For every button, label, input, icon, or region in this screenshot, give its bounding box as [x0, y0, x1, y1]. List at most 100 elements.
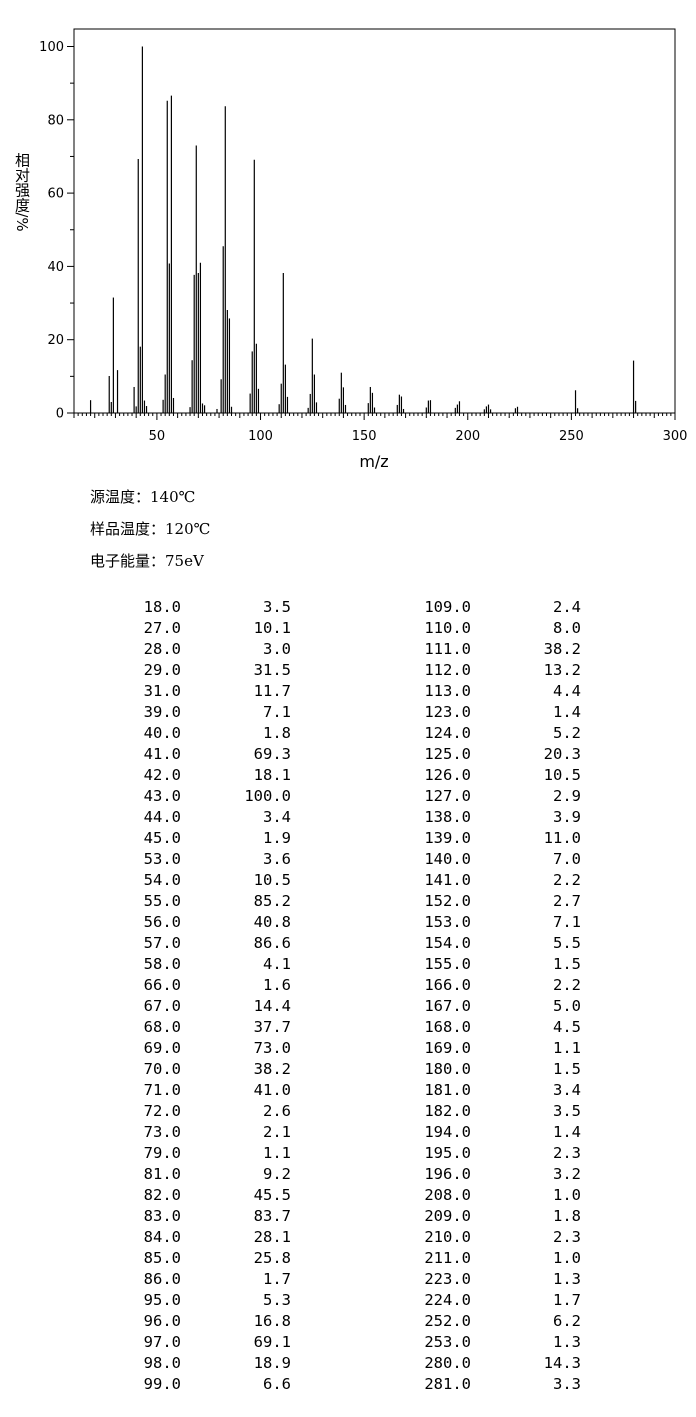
peak-intensity: 73.0 — [253, 1039, 291, 1057]
peak-mz: 280.0 — [424, 1354, 471, 1372]
peak-intensity: 3.5 — [263, 598, 291, 616]
peak-mz: 40.0 — [143, 724, 181, 742]
peak-intensity: 5.3 — [263, 1291, 291, 1309]
peak-intensity: 45.5 — [253, 1186, 291, 1204]
peak-mz: 95.0 — [143, 1291, 181, 1309]
peak-intensity: 10.5 — [543, 766, 581, 784]
peak-intensity: 83.7 — [253, 1207, 291, 1225]
spectrum-bars — [89, 46, 637, 413]
peak-row: 97.0 69.1 — [91, 1332, 291, 1353]
peak-intensity: 69.1 — [253, 1333, 291, 1351]
peak-mz: 29.0 — [143, 661, 181, 679]
peak-intensity: 2.6 — [263, 1102, 291, 1120]
peak-row: 85.0 25.8 — [91, 1248, 291, 1269]
peak-row: 153.0 7.1 — [381, 912, 581, 933]
peak-intensity: 1.7 — [553, 1291, 581, 1309]
peak-row: 71.0 41.0 — [91, 1080, 291, 1101]
peak-mz: 55.0 — [143, 892, 181, 910]
peak-row: 68.0 37.7 — [91, 1017, 291, 1038]
peak-mz: 113.0 — [424, 682, 471, 700]
peak-mz: 166.0 — [424, 976, 471, 994]
peak-row: 73.0 2.1 — [91, 1122, 291, 1143]
y-tick-label: 0 — [56, 407, 64, 422]
peak-intensity: 5.5 — [553, 934, 581, 952]
peak-mz: 54.0 — [143, 871, 181, 889]
peak-row: 111.0 38.2 — [381, 639, 581, 660]
peak-mz: 45.0 — [143, 829, 181, 847]
peak-intensity: 3.4 — [263, 808, 291, 826]
peak-intensity: 4.5 — [553, 1018, 581, 1036]
peak-mz: 82.0 — [143, 1186, 181, 1204]
peak-intensity: 3.2 — [553, 1165, 581, 1183]
peak-row: 53.0 3.6 — [91, 849, 291, 870]
peak-row: 66.0 1.6 — [91, 975, 291, 996]
peak-mz: 124.0 — [424, 724, 471, 742]
peak-mz: 208.0 — [424, 1186, 471, 1204]
y-axis-label: 相对强度/% — [13, 152, 31, 231]
peak-row: 141.0 2.2 — [381, 870, 581, 891]
peak-intensity: 6.2 — [553, 1312, 581, 1330]
peak-row: 67.0 14.4 — [91, 996, 291, 1017]
peak-row: 112.0 13.2 — [381, 660, 581, 681]
peak-mz: 112.0 — [424, 661, 471, 679]
peak-mz: 83.0 — [143, 1207, 181, 1225]
peak-intensity: 7.1 — [553, 913, 581, 931]
peak-mz: 41.0 — [143, 745, 181, 763]
peak-mz: 281.0 — [424, 1375, 471, 1393]
peak-row: 72.0 2.6 — [91, 1101, 291, 1122]
peak-row: 168.0 4.5 — [381, 1017, 581, 1038]
peak-intensity: 2.3 — [553, 1144, 581, 1162]
peak-mz: 66.0 — [143, 976, 181, 994]
peak-mz: 56.0 — [143, 913, 181, 931]
peak-mz: 98.0 — [143, 1354, 181, 1372]
peak-intensity: 16.8 — [253, 1312, 291, 1330]
peak-intensity: 1.0 — [553, 1249, 581, 1267]
peak-mz: 39.0 — [143, 703, 181, 721]
peak-mz: 182.0 — [424, 1102, 471, 1120]
peak-mz: 31.0 — [143, 682, 181, 700]
x-tick-label: 300 — [663, 429, 688, 444]
peak-mz: 210.0 — [424, 1228, 471, 1246]
peak-intensity: 2.9 — [553, 787, 581, 805]
x-axis-label: m/z — [359, 452, 388, 471]
peak-intensity: 1.1 — [553, 1039, 581, 1057]
peak-mz: 211.0 — [424, 1249, 471, 1267]
x-tick-label: 50 — [149, 429, 166, 444]
peak-mz: 196.0 — [424, 1165, 471, 1183]
peak-intensity: 3.4 — [553, 1081, 581, 1099]
peak-intensity: 1.8 — [553, 1207, 581, 1225]
peak-intensity: 1.6 — [263, 976, 291, 994]
peak-intensity: 3.3 — [553, 1375, 581, 1393]
peak-row: 86.0 1.7 — [91, 1269, 291, 1290]
y-tick-label: 60 — [47, 187, 64, 202]
peak-mz: 71.0 — [143, 1081, 181, 1099]
peak-row: 253.0 1.3 — [381, 1332, 581, 1353]
peak-mz: 223.0 — [424, 1270, 471, 1288]
peak-intensity: 37.7 — [253, 1018, 291, 1036]
peak-intensity: 14.4 — [253, 997, 291, 1015]
plot-frame — [73, 28, 676, 414]
peak-intensity: 85.2 — [253, 892, 291, 910]
peak-row: 83.0 83.7 — [91, 1206, 291, 1227]
peak-row: 44.0 3.4 — [91, 807, 291, 828]
peak-intensity: 4.4 — [553, 682, 581, 700]
peak-intensity: 3.6 — [263, 850, 291, 868]
peak-row: 180.0 1.5 — [381, 1059, 581, 1080]
peak-row: 125.0 20.3 — [381, 744, 581, 765]
peak-intensity: 38.2 — [543, 640, 581, 658]
peak-row: 252.0 6.2 — [381, 1311, 581, 1332]
peak-mz: 123.0 — [424, 703, 471, 721]
peak-row: 98.0 18.9 — [91, 1353, 291, 1374]
peak-intensity: 86.6 — [253, 934, 291, 952]
peak-intensity: 1.4 — [553, 1123, 581, 1141]
y-axis-label-text: 相对强度/% — [13, 152, 31, 231]
peak-row: 31.0 11.7 — [91, 681, 291, 702]
peak-intensity: 100.0 — [244, 787, 291, 805]
peak-row: 166.0 2.2 — [381, 975, 581, 996]
peak-row: 126.0 10.5 — [381, 765, 581, 786]
peak-mz: 109.0 — [424, 598, 471, 616]
peak-row: 109.0 2.4 — [381, 597, 581, 618]
peak-intensity: 1.4 — [553, 703, 581, 721]
peak-row: 139.0 11.0 — [381, 828, 581, 849]
peak-intensity: 2.4 — [553, 598, 581, 616]
